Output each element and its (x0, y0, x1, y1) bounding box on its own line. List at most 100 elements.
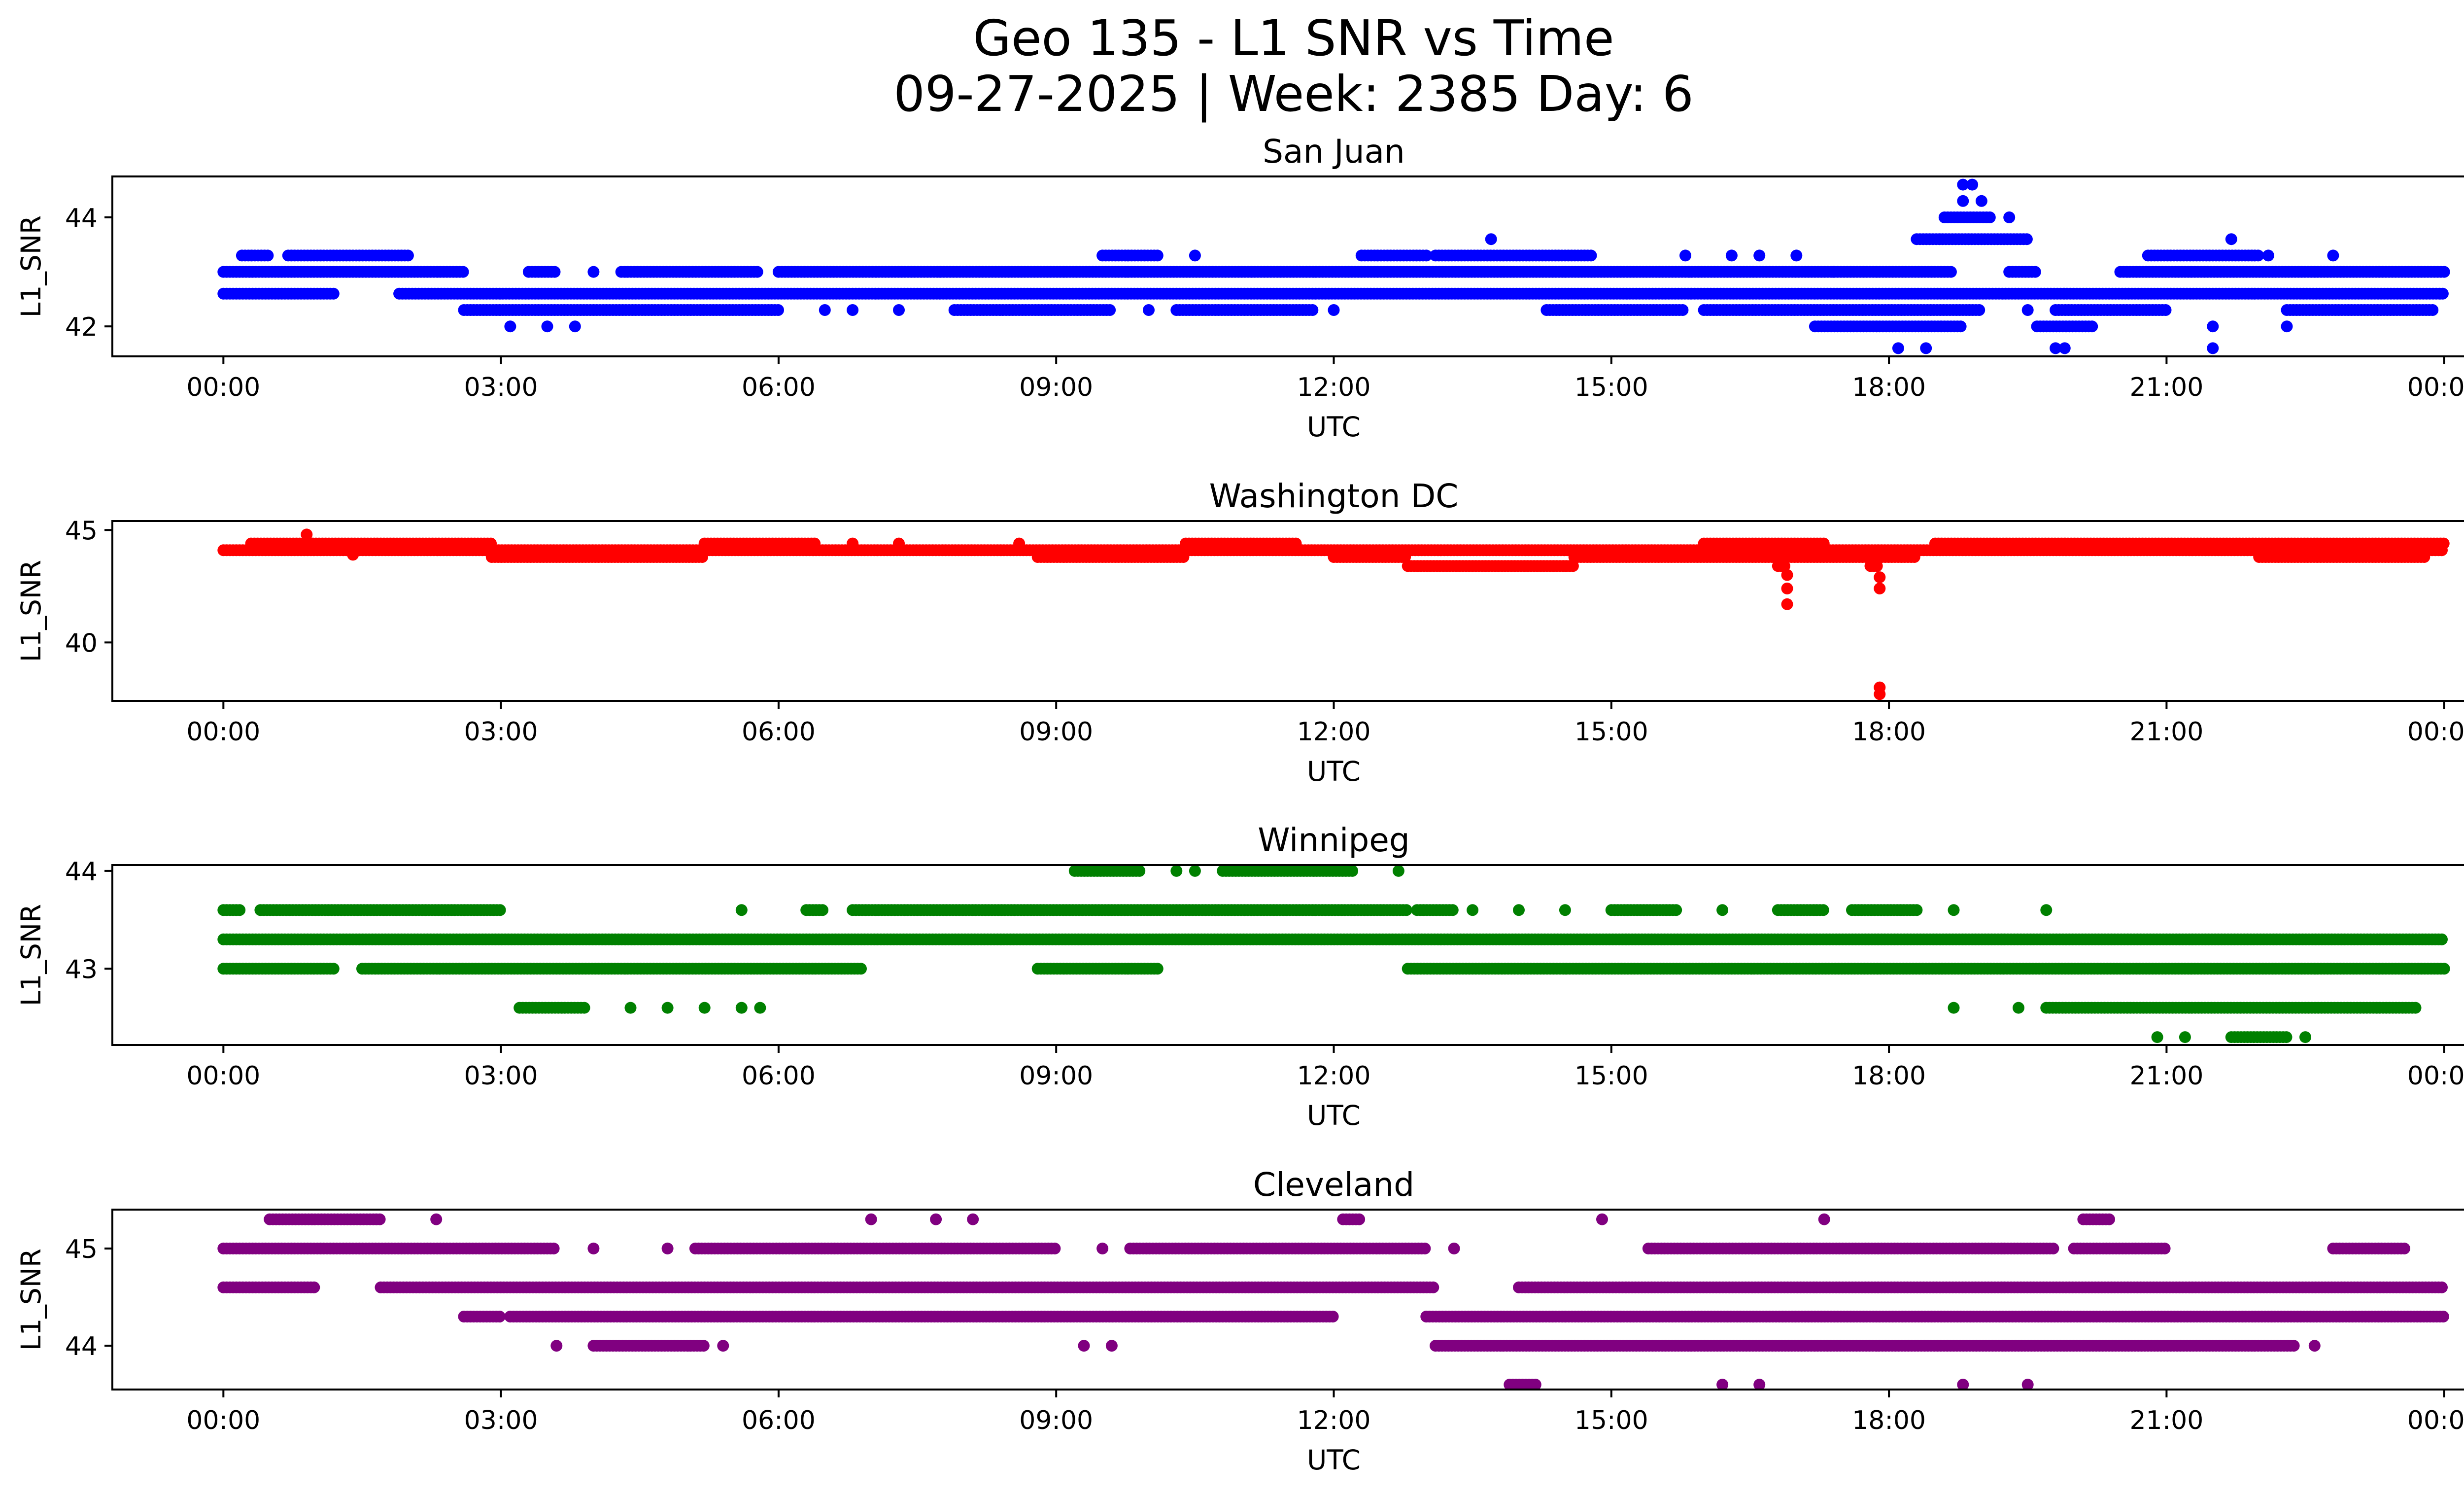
data-point (494, 904, 506, 916)
data-point (1945, 266, 1957, 278)
data-point (262, 249, 274, 262)
data-point (2058, 342, 2071, 354)
data-point (1670, 904, 1682, 916)
data-point (1778, 560, 1790, 572)
data-point (1920, 342, 1932, 354)
data-point (847, 537, 859, 550)
data-point (2020, 233, 2033, 245)
data-point (1753, 249, 1766, 262)
x-tick-label: 00:00 (186, 717, 260, 747)
data-point (2252, 249, 2264, 262)
data-point (2436, 933, 2448, 945)
data-point (809, 537, 821, 550)
y-tick-label: 42 (65, 313, 98, 342)
data-point (696, 551, 708, 563)
data-point (548, 266, 561, 278)
subplot-title: Washington DC (1209, 477, 1459, 515)
scatter-series (217, 865, 2450, 1043)
y-axis-label: L1_SNR (15, 560, 47, 662)
data-point (2438, 266, 2450, 278)
y-axis-label: L1_SNR (15, 215, 47, 317)
x-axis-label: UTC (1307, 756, 1361, 787)
data-point (1143, 304, 1155, 316)
x-tick-label: 09:00 (1019, 373, 1093, 402)
data-point (1871, 560, 1883, 572)
data-point (1585, 249, 1597, 262)
data-point (504, 320, 516, 333)
data-point (1446, 904, 1459, 916)
data-point (893, 537, 905, 550)
x-tick-label: 00:00 (2407, 373, 2464, 402)
x-tick-label: 03:00 (464, 373, 538, 402)
x-tick-label: 15:00 (1574, 373, 1648, 402)
data-point (2207, 342, 2219, 354)
data-point (1781, 582, 1793, 594)
data-point (1874, 571, 1886, 584)
data-point (2438, 963, 2450, 975)
data-point (541, 320, 553, 333)
x-tick-label: 09:00 (1019, 717, 1093, 747)
data-point (2262, 249, 2274, 262)
data-point (1151, 963, 1164, 975)
data-point (1400, 904, 1412, 916)
data-point (1817, 904, 1829, 916)
x-tick-label: 18:00 (1852, 717, 1926, 747)
data-point (485, 537, 497, 550)
data-point (1957, 195, 1969, 207)
data-point (847, 304, 859, 316)
data-point (457, 266, 469, 278)
data-point (2327, 249, 2339, 262)
data-point (2427, 304, 2439, 316)
data-point (1151, 249, 1164, 262)
data-point (1104, 304, 1116, 316)
data-point (1984, 211, 1996, 223)
data-point (1177, 551, 1190, 563)
subplot-title: Winnipeg (1258, 821, 1410, 859)
data-point (1874, 582, 1886, 594)
data-point (819, 304, 831, 316)
figure-title-line2: 09-27-2025 | Week: 2385 Day: 6 (893, 65, 1693, 123)
data-point (2050, 342, 2062, 354)
data-point (569, 320, 581, 333)
data-point (1679, 249, 1691, 262)
data-point (1817, 537, 1830, 550)
data-point (1677, 304, 1689, 316)
y-tick-label: 40 (65, 628, 98, 658)
subplots-container: San Juan 00:00 03:00 06:00 09:00 12:00 15:00 18… (15, 133, 2464, 1476)
data-point (2418, 551, 2430, 563)
data-point (2021, 304, 2034, 316)
data-point (1725, 249, 1738, 262)
data-point (1420, 249, 1433, 262)
scatter-series (217, 178, 2450, 354)
data-point (1790, 249, 1803, 262)
data-point (1911, 904, 1923, 916)
data-point (1328, 304, 1340, 316)
data-point (2029, 266, 2041, 278)
x-tick-label: 00:00 (186, 373, 260, 402)
data-point (1973, 304, 1985, 316)
x-tick-label: 06:00 (742, 373, 816, 402)
data-point (1290, 537, 1302, 550)
data-point (301, 528, 313, 541)
data-point (234, 904, 246, 916)
data-point (2159, 304, 2172, 316)
data-point (2225, 233, 2237, 245)
data-point (1781, 569, 1793, 581)
data-point (1957, 178, 1969, 191)
x-tick-label: 21:00 (2129, 717, 2203, 747)
subplot-title: San Juan (1263, 133, 1405, 171)
data-point (2003, 211, 2016, 223)
x-tick-label: 03:00 (464, 717, 538, 747)
x-tick-label: 12:00 (1297, 717, 1371, 747)
data-point (1399, 551, 1411, 563)
data-point (1908, 551, 1920, 563)
data-point (587, 266, 600, 278)
data-point (2086, 320, 2098, 333)
data-point (402, 249, 414, 262)
data-point (1827, 266, 1840, 278)
x-tick-label: 21:00 (2129, 373, 2203, 402)
